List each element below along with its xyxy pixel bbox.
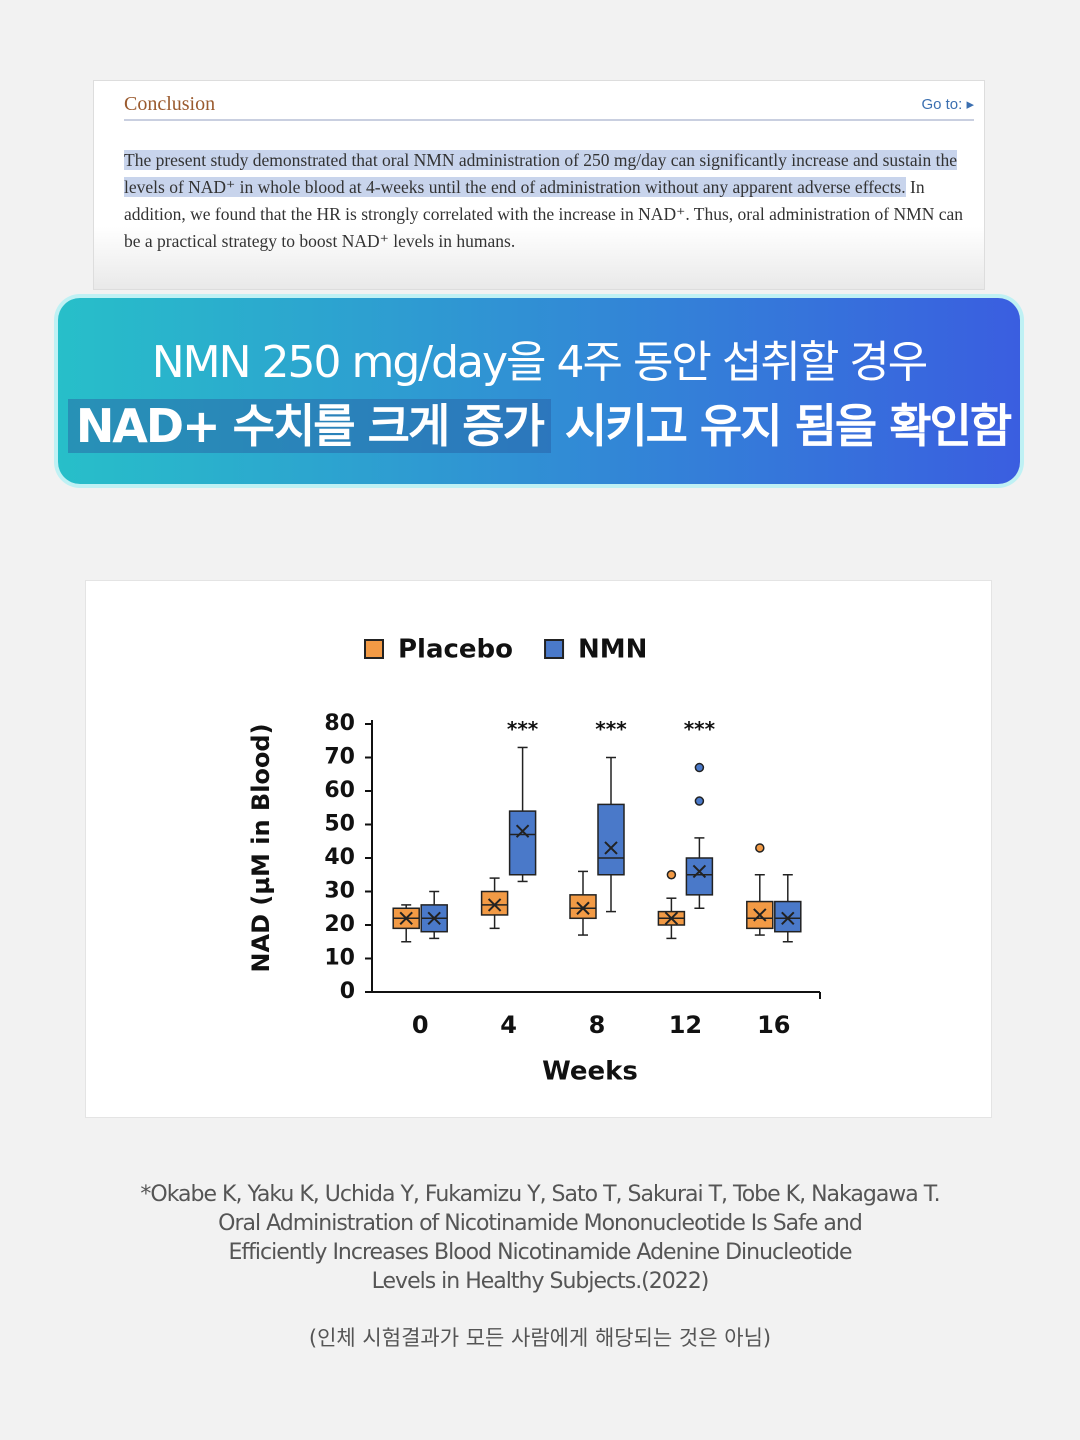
outlier [666,870,677,880]
conclusion-header: Conclusion Go to: ▸ [124,93,974,121]
heading: Conclusion [124,93,216,115]
box [774,900,802,933]
y-tick-label: 0 [340,979,355,1004]
goto-text[interactable]: Go to: [921,96,963,113]
citation: *Okabe K, Yaku K, Uchida Y, Fukamizu Y, … [0,1180,1080,1296]
legend-label: NMN [578,635,647,665]
rest-text: In addition, we found that the HR is str… [124,177,964,251]
mean-marker [515,824,530,838]
mean-marker [664,911,679,926]
box [685,857,714,896]
banner-highlight: NAD+ 수치를 크게 증가 [67,399,551,453]
legend-swatch [364,639,384,659]
citation-line: Oral Administration of Nicotinamide Mono… [218,1211,863,1236]
significance: *** [507,717,539,741]
y-tick-label: 20 [324,912,355,937]
x-tick-label: 16 [757,1011,790,1039]
banner-rest: 시키고 유지 됨을 확인함 [550,399,1012,453]
mean-marker [399,911,413,926]
banner: NMN 250 mg/day을 4주 동안 섭취할 경우 NAD+ 수치를 크게… [58,298,1020,484]
citation-line: *Okabe K, Yaku K, Uchida Y, Fukamizu Y, … [140,1182,940,1207]
disclaimer: (인체 시험결과가 모든 사람에게 해당되는 것은 아님) [308,1326,772,1350]
outlier [755,843,765,853]
x-tick-label: 4 [500,1011,517,1039]
outlier [694,762,705,773]
mean-marker [692,864,707,879]
significance: *** [595,717,627,741]
citation-line: Efficiently Increases Blood Nicotinamide… [228,1240,853,1265]
box [597,803,625,876]
conclusion-text: The present study demonstrated that oral… [124,147,964,255]
mean-marker [487,898,502,912]
y-tick-label: 10 [324,946,355,971]
outlier [694,796,705,806]
mean-marker [576,901,590,915]
x-tick-label: 8 [589,1011,606,1039]
y-tick-label: 70 [324,745,355,770]
legend-label: Placebo [398,635,513,665]
legend-swatch [544,639,565,659]
x-axis-label: Weeks [542,1057,638,1087]
mean-marker [781,911,795,926]
y-tick-label: 30 [324,879,355,904]
y-axis-label: NAD (µM in Blood) [247,723,275,972]
box [508,810,537,876]
x-tick-label: 0 [412,1011,429,1039]
box [569,894,597,920]
banner-line2: NAD+ 수치를 크게 증가 시키고 유지 됨을 확인함 [58,390,1020,456]
x-tick-label: 12 [669,1011,702,1039]
banner-line1: NMN 250 mg/day을 4주 동안 섭취할 경우 [151,337,929,388]
y-tick-label: 40 [324,845,355,870]
box [480,890,509,916]
mean-marker [427,911,441,926]
conclusion-card: Conclusion Go to: ▸ The present study de… [93,80,985,290]
mean-marker [753,908,767,922]
citation-line: Levels in Healthy Subjects.(2022) [371,1269,710,1294]
y-tick-label: 60 [324,778,355,803]
y-tick-label: 50 [324,812,355,837]
goto-link[interactable]: Go to: ▸ [921,96,974,113]
mean-marker [604,841,618,855]
significance: *** [684,717,716,741]
chart-card [85,580,992,1118]
y-tick-label: 80 [324,711,355,736]
